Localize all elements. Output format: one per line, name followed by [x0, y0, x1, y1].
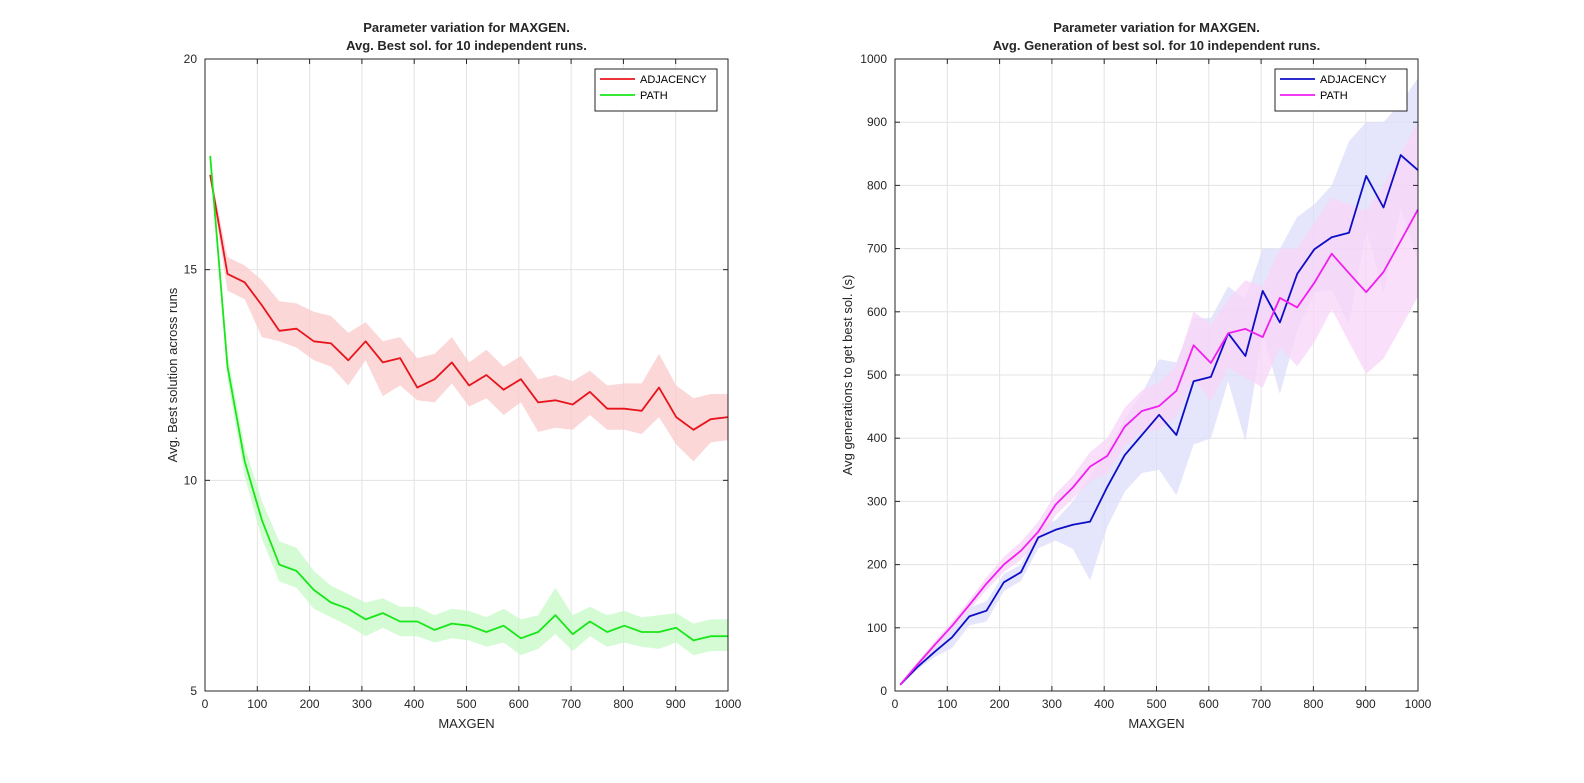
y-axis-label: Avg. Best solution across runs	[165, 287, 180, 462]
legend-label-adjacency: ADJACENCY	[640, 74, 707, 86]
x-tick-label: 600	[1199, 697, 1219, 711]
x-tick-label: 1000	[715, 697, 742, 711]
x-tick-label: 1000	[1405, 697, 1432, 711]
x-tick-label: 800	[613, 697, 633, 711]
legend-label-adjacency: ADJACENCY	[1320, 74, 1387, 86]
legend: ADJACENCY PATH	[1274, 68, 1408, 112]
series-band-path	[900, 122, 1418, 686]
y-tick-label: 1000	[860, 52, 887, 66]
series-line-adjacency	[209, 174, 729, 431]
chart-title-line-2: Avg. Generation of best sol. for 10 inde…	[993, 38, 1320, 53]
series-line-path	[209, 155, 728, 642]
legend-label-path: PATH	[1320, 90, 1348, 102]
x-tick-label: 400	[1094, 697, 1114, 711]
x-tick-label: 500	[456, 697, 476, 711]
x-tick-label: 700	[1251, 697, 1271, 711]
y-tick-label: 400	[867, 431, 887, 445]
x-tick-label: 800	[1303, 697, 1323, 711]
x-axis-label: MAXGEN	[1128, 716, 1184, 731]
y-tick-label: 15	[184, 263, 198, 277]
y-tick-label: 5	[190, 684, 197, 698]
x-tick-label: 600	[509, 697, 529, 711]
chart-panel-2: 0 100 200 300 400 500 600 700 800 900 1000 0 100 200 3…	[840, 20, 1432, 731]
y-tick-label: 10	[184, 473, 198, 487]
series-line-adjacency	[899, 154, 1419, 686]
y-tick-label: 600	[867, 305, 887, 319]
x-tick-label: 900	[666, 697, 686, 711]
legend-box	[1274, 68, 1408, 112]
x-tick-label: 700	[561, 697, 581, 711]
y-axis-label: Avg generations to get best sol. (s)	[840, 275, 855, 476]
chart-panel-1: 0 100 200 300 400 500 600 700 800 900 1000 5 10 15 20 P…	[165, 20, 742, 731]
x-tick-label: 0	[202, 697, 209, 711]
x-tick-label: 0	[892, 697, 899, 711]
x-tick-label: 100	[247, 697, 267, 711]
y-tick-label: 0	[880, 684, 887, 698]
x-tick-label: 200	[300, 697, 320, 711]
chart-title-line-1: Parameter variation for MAXGEN.	[1053, 20, 1260, 35]
y-tick-label: 800	[867, 178, 887, 192]
y-tick-label: 200	[867, 558, 887, 572]
y-tick-label: 20	[184, 52, 198, 66]
chart-title-line-2: Avg. Best sol. for 10 independent runs.	[346, 38, 587, 53]
x-tick-label: 900	[1356, 697, 1376, 711]
legend: ADJACENCY PATH	[594, 68, 718, 112]
x-tick-label: 400	[404, 697, 424, 711]
x-tick-label: 200	[990, 697, 1010, 711]
y-tick-label: 100	[867, 621, 887, 635]
y-tick-label: 700	[867, 242, 887, 256]
series-band-adjacency	[900, 78, 1418, 685]
legend-box	[594, 68, 718, 112]
y-tick-label: 500	[867, 368, 887, 382]
legend-label-path: PATH	[640, 90, 668, 102]
x-tick-label: 500	[1146, 697, 1166, 711]
chart-title-line-1: Parameter variation for MAXGEN.	[363, 20, 570, 35]
x-tick-label: 300	[352, 697, 372, 711]
y-tick-label: 300	[867, 494, 887, 508]
x-tick-label: 100	[937, 697, 957, 711]
series-line-path	[899, 208, 1419, 686]
y-tick-label: 900	[867, 115, 887, 129]
x-axis-label: MAXGEN	[438, 716, 494, 731]
x-tick-label: 300	[1042, 697, 1062, 711]
series-band-adjacency	[210, 170, 728, 462]
